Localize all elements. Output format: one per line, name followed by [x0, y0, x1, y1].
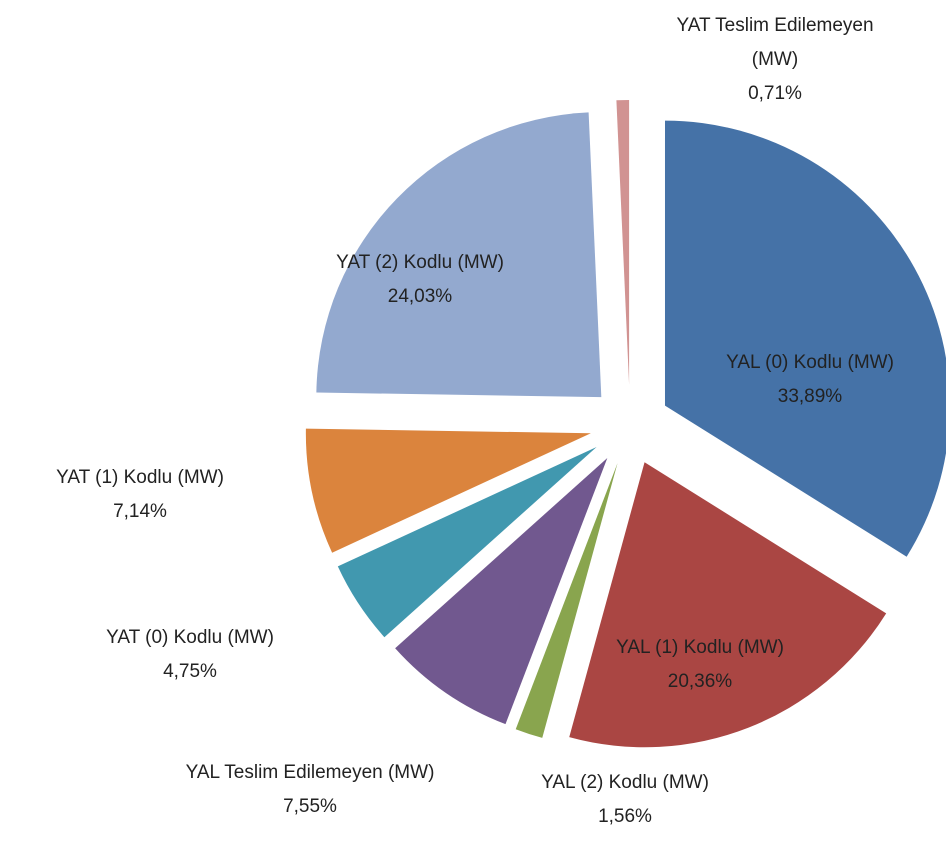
slice-value: 33,89% — [777, 386, 843, 407]
slice-label: YAT (1) Kodlu (MW) 7,14% — [0, 461, 280, 529]
slice-value: 1,56% — [598, 806, 652, 827]
slice-name: YAL Teslim Edilemeyen (MW) — [185, 762, 435, 783]
slice-label: YAL (1) Kodlu (MW) 20,36% — [615, 631, 785, 699]
slice-value: 20,36% — [667, 671, 733, 692]
pie-slice — [664, 120, 946, 557]
slice-value: 4,75% — [163, 661, 217, 682]
slice-label: YAL Teslim Edilemeyen (MW) 7,55% — [185, 756, 435, 824]
pie-slice — [395, 457, 608, 725]
pie-slice — [616, 100, 630, 386]
slice-label: YAT (0) Kodlu (MW) 4,75% — [50, 621, 330, 689]
slice-label: YAT Teslim Edilemeyen (MW) 0,71% — [660, 9, 890, 111]
slice-name: YAL (2) Kodlu (MW) — [541, 772, 709, 793]
pie-slice — [337, 446, 597, 638]
slice-value: 0,71% — [748, 83, 802, 104]
pie-slice — [515, 463, 618, 738]
slice-name: YAL (1) Kodlu (MW) — [616, 637, 784, 658]
slice-name: YAT Teslim Edilemeyen (MW) — [676, 15, 874, 70]
slice-label: YAT (2) Kodlu (MW) 24,03% — [335, 246, 505, 314]
pie-slice — [316, 112, 602, 398]
slice-name: YAT (1) Kodlu (MW) — [56, 467, 224, 488]
slice-name: YAL (0) Kodlu (MW) — [726, 352, 894, 373]
pie-slice — [305, 428, 591, 553]
slice-value: 7,55% — [283, 796, 337, 817]
slice-label: YAL (2) Kodlu (MW) 1,56% — [485, 766, 765, 834]
slice-value: 7,14% — [113, 501, 167, 522]
pie-slice — [569, 462, 887, 748]
slice-value: 24,03% — [387, 286, 453, 307]
slice-name: YAT (0) Kodlu (MW) — [106, 627, 274, 648]
slice-name: YAT (2) Kodlu (MW) — [336, 252, 504, 273]
slice-label: YAL (0) Kodlu (MW) 33,89% — [670, 346, 946, 414]
